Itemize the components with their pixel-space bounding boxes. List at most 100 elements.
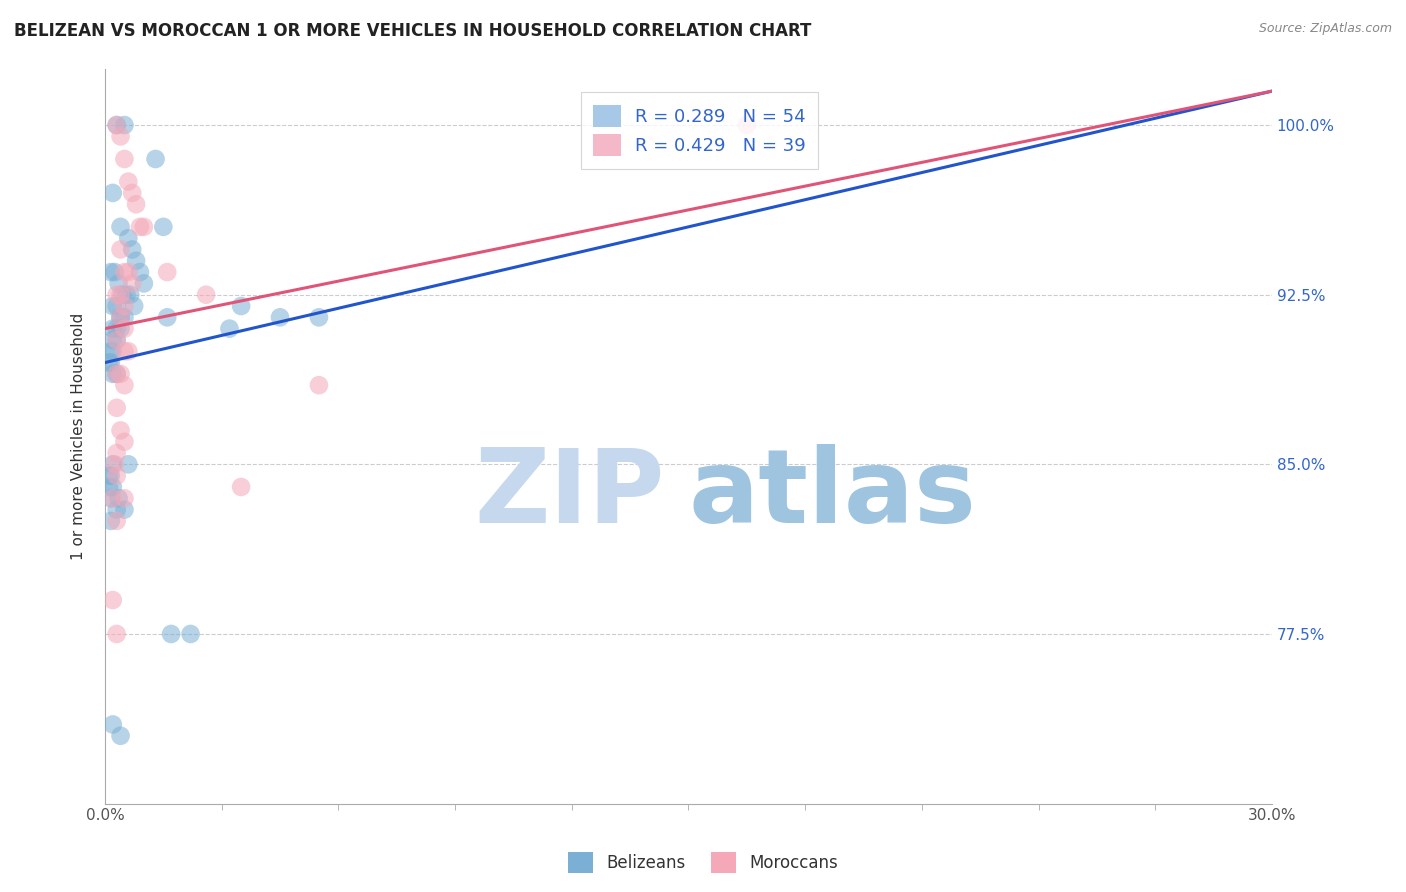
Point xyxy=(269,310,291,325)
Point xyxy=(100,344,122,359)
Point xyxy=(100,468,122,483)
Point xyxy=(114,299,136,313)
Point xyxy=(105,401,128,415)
Point xyxy=(117,458,139,472)
Point xyxy=(180,627,202,641)
Point xyxy=(105,627,128,641)
Point xyxy=(114,118,136,132)
Point xyxy=(101,367,124,381)
Text: ZIP: ZIP xyxy=(475,444,665,545)
Y-axis label: 1 or more Vehicles in Household: 1 or more Vehicles in Household xyxy=(72,312,86,559)
Point xyxy=(110,310,132,325)
Point xyxy=(121,243,143,257)
Text: Source: ZipAtlas.com: Source: ZipAtlas.com xyxy=(1258,22,1392,36)
Point xyxy=(105,287,128,301)
Point xyxy=(121,186,143,200)
Point xyxy=(114,152,136,166)
Point xyxy=(101,333,124,347)
Point xyxy=(117,175,139,189)
Point xyxy=(160,627,183,641)
Point xyxy=(107,491,129,506)
Point xyxy=(156,310,179,325)
Text: atlas: atlas xyxy=(689,444,976,545)
Point xyxy=(101,299,124,313)
Point xyxy=(97,480,120,494)
Point xyxy=(101,491,124,506)
Point xyxy=(156,265,179,279)
Point xyxy=(110,287,132,301)
Point xyxy=(132,277,155,291)
Point xyxy=(120,287,142,301)
Point xyxy=(114,344,136,359)
Point xyxy=(105,367,128,381)
Point xyxy=(110,310,132,325)
Point xyxy=(117,265,139,279)
Point xyxy=(100,514,122,528)
Point xyxy=(308,378,330,392)
Point xyxy=(110,219,132,234)
Point xyxy=(105,468,128,483)
Point xyxy=(101,186,124,200)
Point xyxy=(231,480,253,494)
Point xyxy=(101,321,124,335)
Point xyxy=(101,480,124,494)
Legend: Belizeans, Moroccans: Belizeans, Moroccans xyxy=(561,846,845,880)
Point xyxy=(114,310,136,325)
Point xyxy=(105,333,128,347)
Point xyxy=(308,310,330,325)
Point xyxy=(122,299,145,313)
Point xyxy=(114,378,136,392)
Point xyxy=(110,367,132,381)
Point xyxy=(110,729,132,743)
Point xyxy=(101,458,124,472)
Point xyxy=(101,717,124,731)
Point xyxy=(195,287,218,301)
Point xyxy=(121,277,143,291)
Point xyxy=(114,491,136,506)
Point xyxy=(105,367,128,381)
Point xyxy=(145,152,167,166)
Point xyxy=(105,502,128,516)
Point xyxy=(152,219,174,234)
Point xyxy=(129,219,152,234)
Point xyxy=(101,344,124,359)
Point xyxy=(111,287,134,301)
Point xyxy=(105,321,128,335)
Point xyxy=(110,243,132,257)
Point xyxy=(105,118,128,132)
Point xyxy=(132,219,155,234)
Point xyxy=(100,491,122,506)
Point xyxy=(110,129,132,144)
Point xyxy=(105,118,128,132)
Point xyxy=(110,321,132,335)
Point xyxy=(105,514,128,528)
Point xyxy=(105,446,128,460)
Point xyxy=(114,265,136,279)
Point xyxy=(125,197,148,211)
Point xyxy=(125,253,148,268)
Point xyxy=(107,277,129,291)
Point xyxy=(110,310,132,325)
Point xyxy=(97,468,120,483)
Point xyxy=(105,333,128,347)
Point xyxy=(104,458,127,472)
Point xyxy=(100,355,122,369)
Point xyxy=(735,118,758,132)
Point xyxy=(110,424,132,438)
Point xyxy=(129,265,152,279)
Point xyxy=(115,287,138,301)
Point xyxy=(100,265,122,279)
Point xyxy=(231,299,253,313)
Point xyxy=(114,434,136,449)
Text: BELIZEAN VS MOROCCAN 1 OR MORE VEHICLES IN HOUSEHOLD CORRELATION CHART: BELIZEAN VS MOROCCAN 1 OR MORE VEHICLES … xyxy=(14,22,811,40)
Point xyxy=(114,321,136,335)
Legend: R = 0.289   N = 54, R = 0.429   N = 39: R = 0.289 N = 54, R = 0.429 N = 39 xyxy=(581,92,818,169)
Point xyxy=(218,321,240,335)
Point xyxy=(114,502,136,516)
Point xyxy=(117,344,139,359)
Point xyxy=(117,231,139,245)
Point xyxy=(101,593,124,607)
Point xyxy=(104,265,127,279)
Point xyxy=(105,299,128,313)
Point xyxy=(97,355,120,369)
